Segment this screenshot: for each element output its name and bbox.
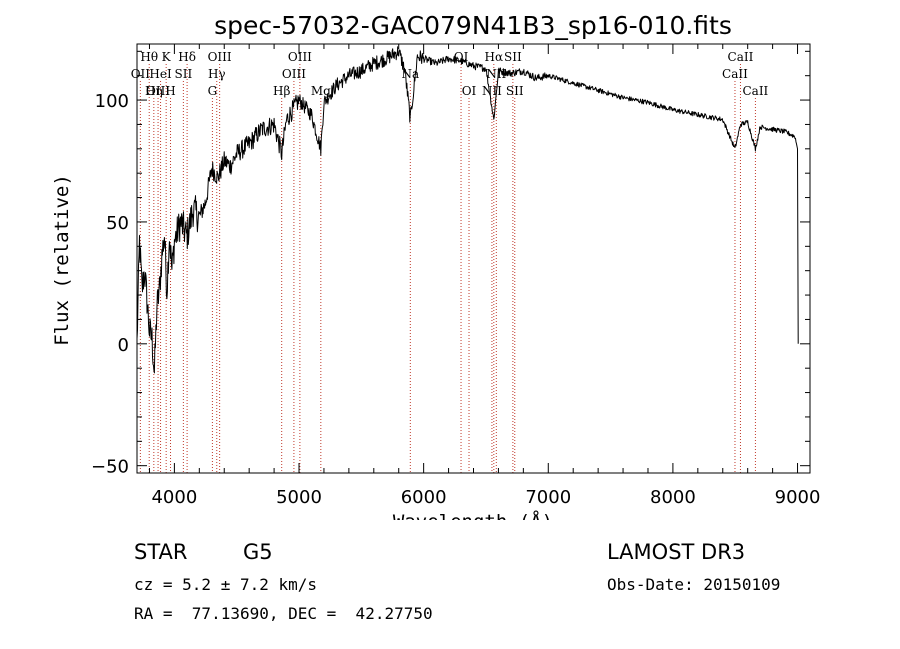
- spectral-line-label: OIII: [208, 50, 232, 64]
- spectral-line-label: OII: [131, 67, 151, 81]
- spectral-line-label: CaII: [722, 67, 748, 81]
- spectral-line-label: OI: [462, 84, 477, 98]
- x-tick-label: 4000: [151, 487, 197, 508]
- spectral-line-label: SII: [504, 50, 522, 64]
- x-axis-label: Wavelength (Å): [393, 510, 553, 520]
- axis-ticks: [137, 44, 810, 473]
- y-tick-label: 100: [95, 91, 129, 112]
- chart-title: spec-57032-GAC079N41B3_sp16-010.fits: [214, 11, 732, 40]
- spectral-line-label: OIII: [282, 67, 306, 81]
- y-tick-label: 50: [106, 213, 129, 234]
- spectral-line-label: OIII: [146, 84, 170, 98]
- spectral-line-label: CaII: [728, 50, 754, 64]
- spectral-line-label: Hα: [485, 50, 504, 64]
- spectral-line-label: SII: [175, 67, 193, 81]
- spectrum-series: [136, 46, 799, 374]
- spectral-line-markers: [139, 64, 756, 473]
- spectral-line-label: OIII: [288, 50, 312, 64]
- y-axis-label: Flux (relative): [51, 174, 73, 346]
- x-tick-label: 9000: [775, 487, 821, 508]
- spectral-line-label: SII: [506, 84, 524, 98]
- plot-frame: [136, 43, 811, 474]
- x-tick-label: 8000: [650, 487, 696, 508]
- spectral-line-label: NII: [482, 84, 502, 98]
- spectral-line-label: HeI: [149, 67, 172, 81]
- y-tick-label: −50: [91, 457, 129, 478]
- spectral-line-label: Hβ: [273, 84, 290, 98]
- redshift-velocity: cz = 5.2 ± 7.2 km/s: [134, 575, 318, 594]
- spectral-line-label: Hθ: [140, 50, 158, 64]
- spectral-line-label: H: [165, 84, 175, 98]
- y-tick-label: 0: [118, 335, 129, 356]
- spectrum-chart: spec-57032-GAC079N41B3_sp16-010.fits Hθ O…: [51, 11, 820, 520]
- x-tick-label: 7000: [525, 487, 571, 508]
- spectral-line-label: Hη: [145, 84, 163, 98]
- x-tick-label: 5000: [276, 487, 322, 508]
- spectral-line-label: Mg: [311, 84, 331, 98]
- spectral-line-label: K: [162, 50, 172, 64]
- spectral-line-label: Hγ: [208, 67, 226, 81]
- spectral-line-label: G: [208, 84, 218, 98]
- spectral-line-label: Hδ: [178, 50, 196, 64]
- object-subclass: G5: [243, 540, 273, 564]
- survey-name: LAMOST DR3: [607, 540, 746, 564]
- spectral-line-label: CaII: [742, 84, 768, 98]
- object-class: STAR: [134, 540, 188, 564]
- observation-date: Obs-Date: 20150109: [607, 575, 781, 594]
- sky-coordinates: RA = 77.13690, DEC = 42.27750: [134, 604, 433, 623]
- tick-labels: 4000 5000 6000 7000 8000 9000 −50 0 50 100: [91, 91, 820, 508]
- x-tick-label: 6000: [401, 487, 447, 508]
- spectrum-line: [136, 46, 799, 374]
